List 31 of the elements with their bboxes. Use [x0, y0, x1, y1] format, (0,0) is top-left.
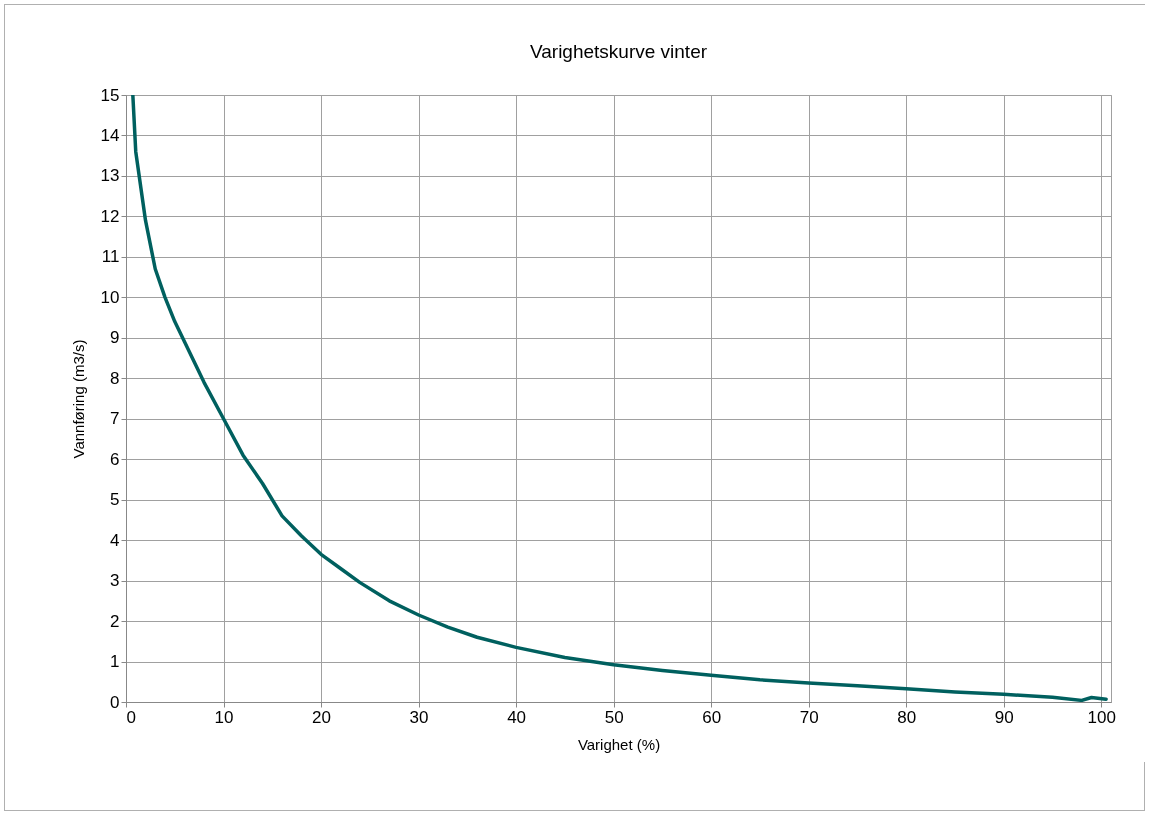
x-tick-label: 70: [799, 707, 819, 727]
x-tick-label: 0: [126, 707, 136, 727]
y-tick-label: 9: [110, 328, 120, 348]
x-tick-label: 60: [702, 707, 722, 727]
chart-title: Varighetskurve vinter: [529, 41, 708, 62]
y-tick-label: 1: [110, 652, 120, 672]
y-tick-label: 2: [110, 611, 120, 631]
y-tick-label: 12: [100, 206, 120, 226]
y-tick-label: 6: [110, 449, 120, 469]
x-tick-label: 10: [214, 707, 234, 727]
y-tick-label: 0: [110, 692, 120, 712]
y-tick-label: 4: [110, 530, 120, 550]
y-tick-label: 3: [110, 571, 120, 591]
y-tick-label: 5: [110, 490, 120, 510]
y-axis-title: Vannføring (m3/s): [69, 339, 87, 459]
x-tick-label: 40: [507, 707, 527, 727]
y-tick-label: 13: [100, 166, 120, 186]
x-tick-label: 100: [1087, 707, 1116, 727]
y-tick-label: 14: [100, 125, 120, 145]
y-tick-label: 15: [100, 85, 120, 105]
x-tick-label: 80: [897, 707, 917, 727]
y-tick-label: 10: [100, 287, 120, 307]
line-series: [131, 95, 1108, 702]
x-tick-label: 90: [994, 707, 1014, 727]
x-axis-title: Varighet (%): [577, 735, 661, 753]
y-tick-label: 8: [110, 368, 120, 388]
x-tick-label: 30: [409, 707, 429, 727]
x-tick-label: 50: [604, 707, 624, 727]
y-tick-label: 11: [101, 247, 120, 267]
y-tick-label: 7: [110, 409, 120, 429]
x-tick-label: 20: [312, 707, 332, 727]
